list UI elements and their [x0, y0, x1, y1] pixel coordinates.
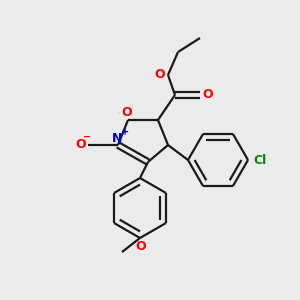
Text: +: + [121, 127, 129, 137]
Text: O: O [136, 239, 146, 253]
Text: O: O [122, 106, 132, 119]
Text: N: N [112, 131, 122, 145]
Text: O: O [76, 139, 86, 152]
Text: O: O [203, 88, 213, 100]
Text: −: − [83, 132, 91, 142]
Text: O: O [155, 68, 165, 82]
Text: Cl: Cl [254, 154, 267, 166]
